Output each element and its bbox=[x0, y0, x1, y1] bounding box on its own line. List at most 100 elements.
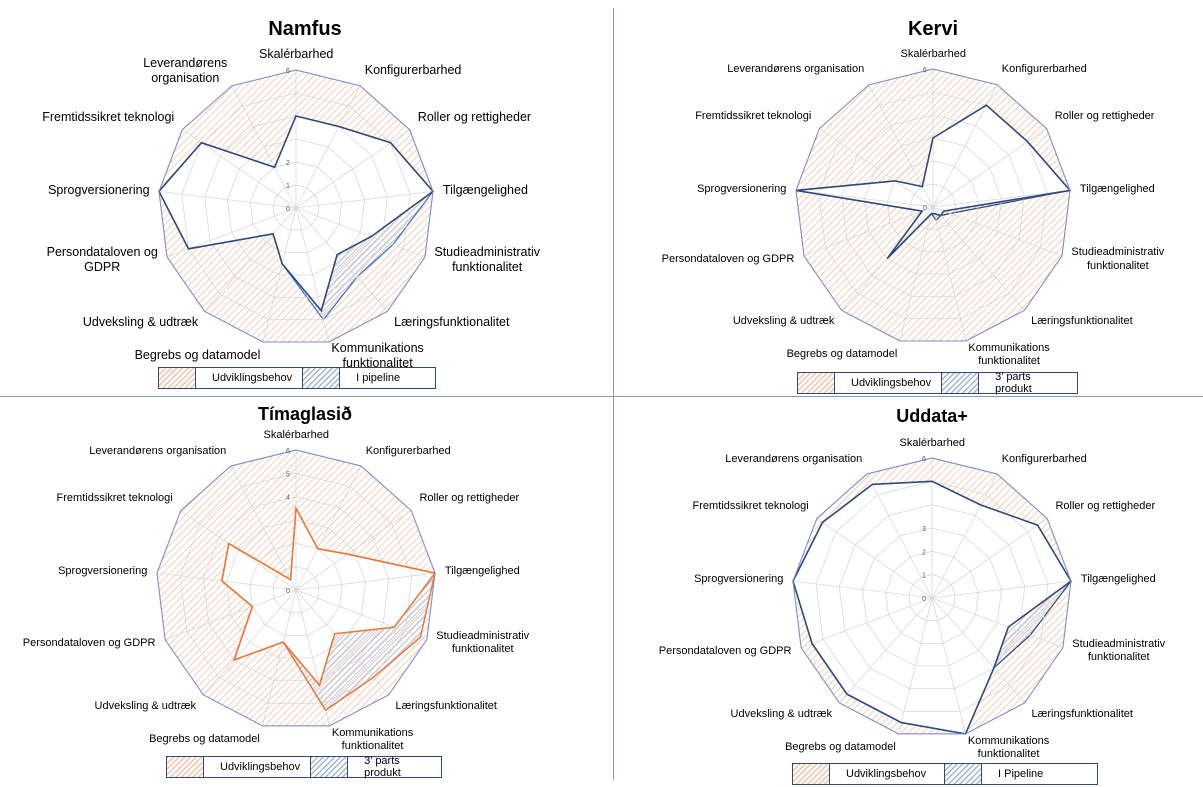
grid-spoke bbox=[295, 510, 412, 591]
grid-spoke bbox=[231, 85, 297, 209]
grid-spoke bbox=[803, 206, 934, 257]
axis-label-line: Udveksling & udtræk bbox=[82, 315, 199, 330]
chart-title: Tímaglasið bbox=[257, 404, 353, 424]
tick-label: 6 bbox=[922, 456, 926, 463]
axis-label-line: funktionalitet bbox=[452, 260, 523, 275]
grid-ring bbox=[227, 138, 365, 276]
axis-label-leverandorens-organisation: Leverandørens organisation bbox=[727, 63, 864, 76]
outer-ring bbox=[156, 449, 436, 727]
grid-ring bbox=[202, 496, 390, 681]
axis-label-kommunikations-funktionalitet: Kommunikations funktionalitet bbox=[968, 342, 1049, 368]
grid-ring bbox=[886, 160, 980, 253]
axis-label-line: Tilgængelighed bbox=[442, 182, 528, 197]
axis-label-roller-og-rettigheder: Roller og rettigheder bbox=[1055, 500, 1155, 513]
axis-label-line: GDPR bbox=[84, 260, 121, 275]
grid-ring bbox=[885, 550, 979, 644]
grid-spoke bbox=[295, 465, 362, 591]
axis-label-line: Udveksling & udtræk bbox=[730, 707, 833, 720]
axis-label-line: funktionalitet bbox=[977, 747, 1040, 760]
axis-label-skalerbarhed: Skalérbarhed bbox=[259, 47, 333, 62]
axis-label-sprogversionering: Sprogversionering bbox=[697, 183, 786, 196]
axis-label-line: Udveksling & udtræk bbox=[732, 315, 835, 328]
axis-label-persondataloven-og-gdpr: Persondataloven og GDPR bbox=[659, 645, 792, 658]
legend-swatch bbox=[798, 373, 835, 393]
grid-spoke bbox=[931, 597, 1064, 648]
tick-label: 0 bbox=[286, 206, 290, 213]
grid-ring bbox=[818, 91, 1048, 320]
legend-item-3-parts-produkt: 3’ parts produkt bbox=[311, 755, 441, 779]
grid-spoke bbox=[262, 589, 297, 726]
grid-spoke bbox=[295, 589, 428, 640]
grid-spoke bbox=[295, 589, 330, 726]
grid-spoke bbox=[295, 191, 434, 209]
axis-label-line: Skalérbarhed bbox=[899, 437, 965, 449]
axis-label-konfigurerbarhed: Konfigurerbarhed bbox=[1002, 453, 1087, 466]
axis-label-line: Persondataloven og bbox=[46, 245, 158, 260]
axis-label-line: Studieadministrativ bbox=[434, 245, 540, 260]
grid-ring bbox=[181, 92, 411, 321]
axis-label-line: Leverandørens bbox=[143, 55, 228, 70]
axis-label-begrebs-og-datamodel: Begrebs og datamodel bbox=[787, 348, 898, 361]
radar-plot: 0 4 5 6 bbox=[156, 448, 437, 727]
axis-label-studieadministrativ-funktionalitet: Studieadministrativ funktionalitet bbox=[1072, 638, 1165, 664]
axis-label-line: funktionalitet bbox=[451, 643, 514, 656]
axis-label-line: Sprogversionering bbox=[58, 565, 148, 578]
axis-label-leverandorens-organisation: Leverandørens organisation bbox=[725, 453, 862, 466]
axis-label-studieadministrativ-funktionalitet: Studieadministrativ funktionalitet bbox=[1071, 246, 1164, 272]
grid-spoke bbox=[931, 597, 966, 734]
axis-label-line: Sprogversionering bbox=[697, 182, 787, 195]
series-current-line bbox=[792, 480, 1073, 735]
series-current-fill bbox=[159, 116, 433, 311]
axis-label-konfigurerbarhed: Konfigurerbarhed bbox=[365, 63, 462, 78]
grid-spoke bbox=[180, 510, 297, 591]
grid-spoke bbox=[262, 207, 297, 343]
grid-ring bbox=[204, 115, 388, 298]
axis-label-begrebs-og-datamodel: Begrebs og datamodel bbox=[135, 348, 261, 363]
axis-label-line: Konfigurerbarhed bbox=[1001, 452, 1087, 465]
axis-label-fremtidssikret-teknologi: Fremtidssikret teknologi bbox=[42, 110, 174, 125]
tick-label: 1 bbox=[922, 573, 926, 580]
axis-label-udveksling-and-udtraek: Udveksling & udtræk bbox=[83, 315, 198, 330]
axis-label-laeringsfunktionalitet: Læringsfunktionalitet bbox=[1031, 708, 1133, 721]
series-current-fill bbox=[221, 508, 435, 686]
axis-label-line: Udveksling & udtræk bbox=[94, 699, 197, 712]
axis-label-line: Skalérbarhed bbox=[259, 47, 334, 61]
axis-label-laeringsfunktionalitet: Læringsfunktionalitet bbox=[1031, 315, 1133, 328]
axis-label-fremtidssikret-teknologi: Fremtidssikret teknologi bbox=[695, 110, 811, 123]
grid-spoke bbox=[932, 206, 1063, 257]
axis-label-line: Leverandørens organisation bbox=[727, 63, 865, 76]
grid-spoke bbox=[164, 589, 297, 640]
horizontal-divider bbox=[0, 396, 1203, 397]
axis-label-line: Skalérbarhed bbox=[263, 429, 329, 441]
series-orange-outline bbox=[221, 507, 436, 712]
axis-label-line: Studieadministrativ bbox=[1071, 246, 1165, 259]
axis-label-kommunikations-funktionalitet: Kommunikations funktionalitet bbox=[968, 735, 1049, 761]
axis-label-line: funktionalitet bbox=[1087, 651, 1150, 664]
tick-label: 2 bbox=[286, 160, 290, 167]
grid-spoke bbox=[931, 518, 1048, 599]
axis-label-kommunikations-funktionalitet: Kommunikations funktionalitet bbox=[332, 727, 413, 753]
axis-label-line: Konfigurerbarhed bbox=[365, 444, 451, 457]
grid-ring bbox=[838, 504, 1026, 689]
axis-label-udveksling-and-udtraek: Udveksling & udtræk bbox=[733, 315, 835, 328]
grid-ring bbox=[179, 472, 413, 704]
grid-spoke bbox=[816, 518, 933, 599]
grid-ring bbox=[909, 183, 957, 230]
grid-spoke bbox=[156, 572, 297, 591]
chart-title: Kervi bbox=[907, 18, 959, 40]
outer-ring bbox=[792, 457, 1072, 735]
axis-label-fremtidssikret-teknologi: Fremtidssikret teknologi bbox=[693, 500, 809, 513]
axis-label-line: Persondataloven og GDPR bbox=[22, 636, 156, 649]
axis-label-skalerbarhed: Skalérbarhed bbox=[900, 437, 965, 450]
axis-label-skalerbarhed: Skalérbarhed bbox=[901, 48, 966, 61]
grid-ring bbox=[862, 527, 1002, 667]
grid-spoke bbox=[898, 597, 933, 734]
legend-item-3-parts-produkt: 3’ parts produkt bbox=[942, 371, 1077, 395]
radar-plot: 0 1 2 6 bbox=[158, 68, 435, 343]
legend-item-i-pipeline: I Pipeline bbox=[945, 764, 1097, 784]
series-current-fill bbox=[793, 481, 1071, 734]
legend-item-udviklingsbehov: Udviklingsbehov bbox=[167, 757, 312, 777]
tick-label: 6 bbox=[286, 448, 290, 455]
